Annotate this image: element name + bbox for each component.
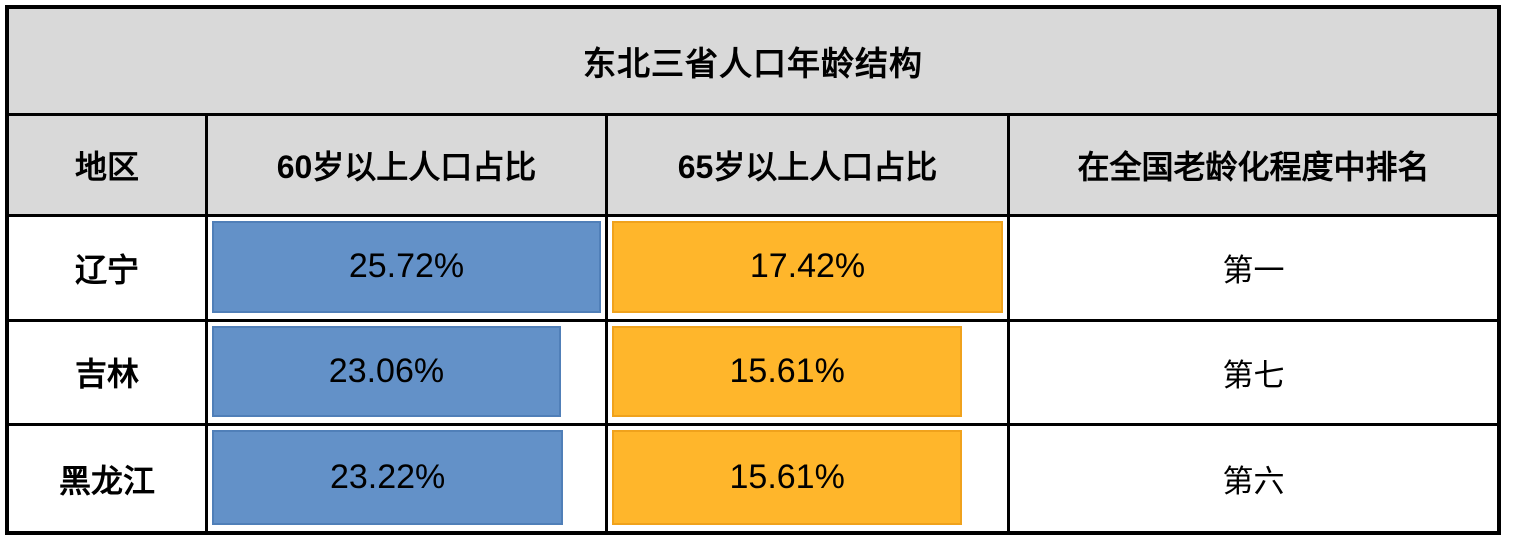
data-bar-orange: 17.42% [612, 221, 1003, 313]
region-cell-liaoning: 辽宁 [9, 217, 208, 322]
column-header-over65: 65岁以上人口占比 [608, 116, 1010, 217]
over65-cell-liaoning: 17.42% [608, 217, 1010, 322]
over60-cell-heilongjiang: 23.22% [208, 426, 608, 531]
population-age-table: 东北三省人口年龄结构 地区 60岁以上人口占比 65岁以上人口占比 在全国老龄化… [5, 5, 1501, 535]
data-bar-blue: 23.22% [212, 430, 564, 525]
over65-cell-heilongjiang: 15.61% [608, 426, 1010, 531]
data-bar-orange: 15.61% [612, 325, 963, 418]
rank-cell-jilin: 第七 [1010, 321, 1497, 427]
data-bar-blue: 23.06% [212, 325, 561, 418]
over60-cell-liaoning: 25.72% [208, 217, 608, 322]
data-bar-blue: 25.72% [212, 221, 601, 313]
region-cell-jilin: 吉林 [9, 321, 208, 427]
rank-cell-heilongjiang: 第六 [1010, 426, 1497, 531]
region-cell-heilongjiang: 黑龙江 [9, 426, 208, 531]
table-title: 东北三省人口年龄结构 [9, 9, 1497, 116]
over60-cell-jilin: 23.06% [208, 321, 608, 427]
column-header-rank: 在全国老龄化程度中排名 [1010, 116, 1497, 217]
data-bar-orange: 15.61% [612, 430, 963, 525]
column-header-region: 地区 [9, 116, 208, 217]
column-header-over60: 60岁以上人口占比 [208, 116, 608, 217]
over65-cell-jilin: 15.61% [608, 321, 1010, 427]
rank-cell-liaoning: 第一 [1010, 217, 1497, 322]
